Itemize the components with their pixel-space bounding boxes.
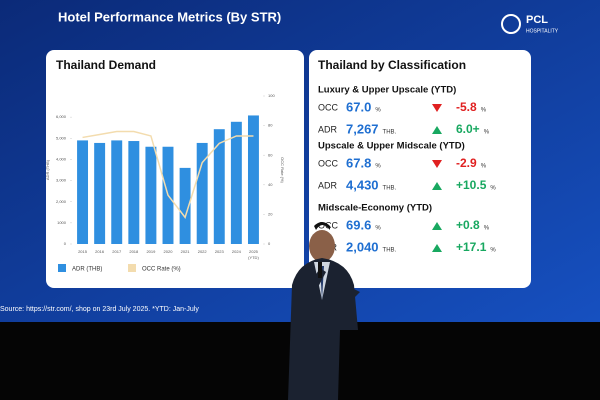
y2-tick-label: 20 xyxy=(268,211,273,216)
occ-line xyxy=(82,130,254,219)
change: 6.0+ xyxy=(456,122,480,136)
section-title: Luxury & Upper Upscale (YTD) xyxy=(318,85,456,96)
bar xyxy=(230,121,242,244)
y-tick-label: 1000 xyxy=(57,220,67,225)
legend-label: OCC Rate (%) xyxy=(142,267,181,273)
x-tick-label: 2024 xyxy=(232,249,242,254)
y-tick-label: 5,000 xyxy=(56,135,67,140)
y-tick-label: 2,000 xyxy=(56,199,67,204)
x-tick-label: 2020 xyxy=(164,249,174,254)
unit: THB. xyxy=(383,248,397,254)
change: +10.5 xyxy=(456,178,487,192)
metric: ADR xyxy=(318,124,338,134)
bar xyxy=(213,129,225,244)
presenter xyxy=(288,222,360,400)
x-tick-label: 2019 xyxy=(146,249,156,254)
bar xyxy=(94,142,106,244)
unit: THB. xyxy=(383,186,397,192)
bar xyxy=(179,167,191,244)
change-unit: % xyxy=(484,130,490,136)
metric-value: 4,430 xyxy=(346,177,379,192)
y2-tick-label: 0 xyxy=(268,241,271,246)
classification-card xyxy=(309,50,531,288)
metric-value: 69.6 xyxy=(346,217,371,232)
content: 0 1000 2,000 3,000 4,000 5,000 6,000 0 20 40 60 80 1… xyxy=(45,85,496,273)
up-arrow xyxy=(432,244,442,252)
change: +17.1 xyxy=(456,240,487,254)
classification-title: Thailand by Classification xyxy=(318,58,466,72)
x-tick-label: 2018 xyxy=(129,249,139,254)
x-tick-label: 2017 xyxy=(112,249,122,254)
metric: ADR xyxy=(318,180,338,190)
y-axis-label: ADR (THB) xyxy=(45,159,50,180)
metric-value: 7,267 xyxy=(346,121,379,136)
logo-icon xyxy=(501,14,521,34)
unit: % xyxy=(375,226,381,232)
y2-tick-label: 40 xyxy=(268,182,273,187)
change-unit: % xyxy=(490,186,496,192)
change-unit: % xyxy=(481,164,487,170)
y2-tick-label: 80 xyxy=(268,123,273,128)
metric-value: 67.0 xyxy=(346,99,371,114)
unit: % xyxy=(375,164,381,170)
y-tick-label: 4,000 xyxy=(56,156,67,161)
bar xyxy=(77,140,89,244)
bar xyxy=(196,142,208,244)
legend-swatch xyxy=(128,264,136,272)
x-tick-label: 2015 xyxy=(78,249,88,254)
x-tick-label: 2025 xyxy=(249,249,259,254)
y-tick-label: 0 xyxy=(64,241,67,246)
chart-title: Thailand Demand xyxy=(56,58,156,72)
x-tick-label: 2016 xyxy=(95,249,105,254)
change: -5.8 xyxy=(456,100,477,114)
down-arrow xyxy=(432,160,442,168)
bar xyxy=(128,141,140,244)
metric-value: 67.8 xyxy=(346,155,371,170)
legend-swatch xyxy=(58,264,66,272)
logo-sub: HOSPITALITY xyxy=(526,28,559,34)
y2-axis-label: OCC Rate (%) xyxy=(280,157,285,183)
up-arrow xyxy=(432,222,442,230)
change-unit: % xyxy=(490,248,496,254)
down-arrow xyxy=(432,104,442,112)
x-tick-label: 2021 xyxy=(181,249,191,254)
bar xyxy=(247,115,259,244)
up-arrow xyxy=(432,182,442,190)
section-title: Upscale & Upper Midscale (YTD) xyxy=(318,141,465,152)
x-tick-label: 2022 xyxy=(198,249,208,254)
change: +0.8 xyxy=(456,218,480,232)
up-arrow xyxy=(432,126,442,134)
section-title: Midscale-Economy (YTD) xyxy=(318,203,432,214)
x-tick-label: 2023 xyxy=(215,249,225,254)
y2-tick-label: 100 xyxy=(268,93,275,98)
y-tick-label: 3,000 xyxy=(56,178,67,183)
y2-tick-label: 60 xyxy=(268,152,273,157)
change-unit: % xyxy=(484,226,490,232)
metric: OCC xyxy=(318,102,339,112)
bar xyxy=(111,140,123,244)
source: Source: https://str.com/, shop on 23rd J… xyxy=(0,306,199,313)
legend-label: ADR (THB) xyxy=(72,267,102,273)
y-tick-label: 6,000 xyxy=(56,114,67,119)
x-tick-note: (YTD) xyxy=(248,255,259,260)
metric-value: 2,040 xyxy=(346,239,379,254)
change-unit: % xyxy=(481,108,487,114)
metric: OCC xyxy=(318,158,339,168)
slide-title: Hotel Performance Metrics (By STR) xyxy=(58,9,281,24)
logo: PCL xyxy=(526,14,548,26)
change: -2.9 xyxy=(456,156,477,170)
unit: % xyxy=(375,108,381,114)
unit: THB. xyxy=(383,130,397,136)
bar xyxy=(145,146,157,244)
